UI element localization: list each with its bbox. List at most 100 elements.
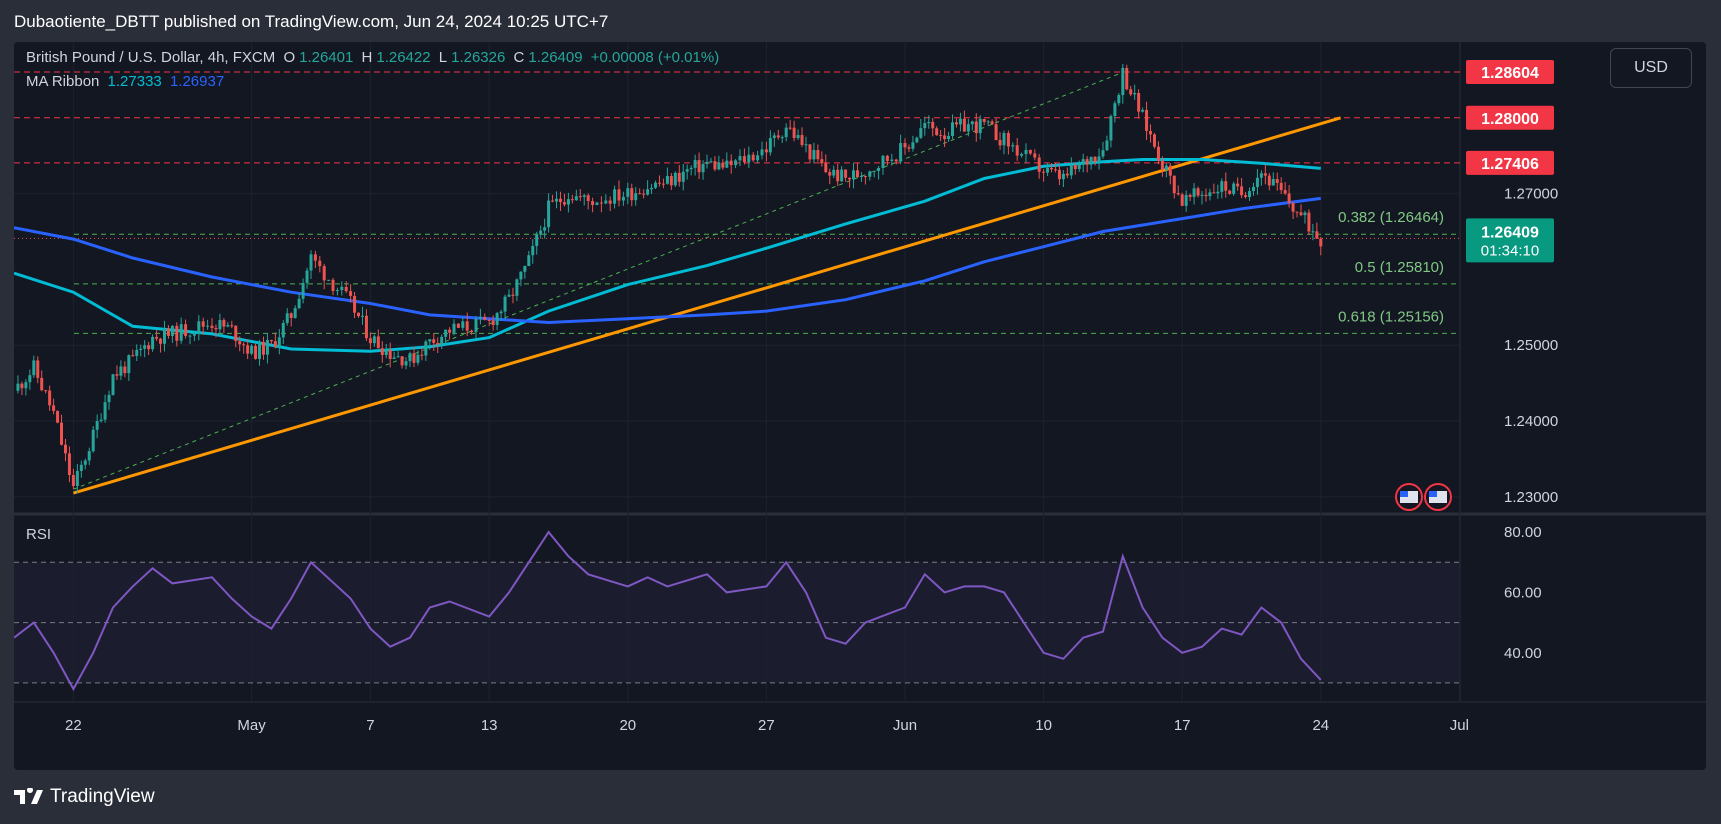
candle: [907, 144, 911, 153]
candle: [491, 315, 495, 331]
candle-body: [881, 155, 885, 168]
candle: [677, 164, 681, 187]
price-tick-label: 1.24000: [1504, 413, 1558, 430]
candle: [340, 281, 344, 296]
current-price-tag: [1466, 218, 1554, 263]
candle-body: [1141, 109, 1145, 112]
candle-body: [44, 390, 48, 392]
candle-body: [1020, 153, 1024, 156]
fib-level-label: 0.5 (1.25810): [1355, 259, 1444, 276]
candle: [523, 265, 527, 279]
candle-body: [885, 155, 889, 161]
candle-body: [1228, 190, 1232, 194]
candle-body: [357, 312, 361, 317]
candle: [416, 350, 420, 366]
candle: [456, 323, 460, 329]
candle: [1204, 188, 1208, 202]
candle-body: [335, 290, 339, 292]
candle: [994, 118, 998, 141]
candle-body: [1057, 169, 1061, 180]
time-tick-label: 7: [366, 717, 374, 734]
ma-ribbon-value-slow: 1.26937: [169, 73, 225, 90]
candle: [28, 369, 32, 390]
candle-body: [155, 336, 159, 339]
candle: [990, 119, 994, 126]
candle: [250, 344, 254, 356]
candle-body: [919, 128, 923, 138]
candle: [721, 159, 725, 170]
candle-body: [1164, 165, 1168, 171]
candle: [222, 318, 226, 334]
price-chart[interactable]: 0.382 (1.26464) 0.5 (1.25810) 0.618 (1.251…: [14, 42, 1706, 770]
candle: [162, 320, 166, 352]
change-value: +0.00008 (+0.01%): [590, 49, 720, 66]
candle-body: [907, 147, 911, 149]
candle-body: [1069, 165, 1073, 176]
candle-body: [760, 149, 764, 156]
candle-body: [1192, 188, 1196, 197]
candle: [582, 193, 586, 206]
candle-body: [578, 196, 582, 198]
candle-body: [218, 320, 222, 330]
candle-body: [499, 311, 503, 314]
tradingview-footer[interactable]: TradingView: [14, 786, 155, 808]
candle: [812, 142, 816, 164]
candle: [495, 311, 499, 331]
candle-body: [327, 279, 331, 281]
candle: [617, 180, 621, 207]
candle-body: [1303, 212, 1307, 216]
candle: [543, 218, 547, 239]
time-tick-label: 17: [1174, 717, 1191, 734]
candle: [903, 138, 907, 155]
candle: [1275, 172, 1279, 191]
candle: [448, 327, 452, 340]
rsi-tick-label: 40.00: [1504, 645, 1542, 662]
candle-body: [931, 122, 935, 129]
candle-body: [709, 161, 713, 163]
us-flag-canton: [1429, 491, 1437, 497]
candle: [400, 356, 404, 369]
candle-body: [400, 356, 404, 366]
candle-body: [16, 383, 20, 391]
candle: [159, 337, 163, 353]
candle-body: [166, 328, 170, 336]
event-flags[interactable]: [1395, 483, 1452, 511]
candle: [626, 182, 630, 205]
candle-body: [681, 171, 685, 182]
candle-body: [143, 345, 147, 349]
candle: [788, 119, 792, 130]
tradingview-logo-icon: [14, 788, 43, 804]
candle: [608, 196, 612, 212]
publisher-line: Dubaotiente_DBTT published on TradingVie…: [14, 12, 609, 31]
currency-button[interactable]: USD: [1610, 48, 1692, 88]
candle-body: [322, 266, 326, 281]
candle: [56, 410, 60, 424]
candle-body: [654, 182, 658, 188]
candle-body: [630, 188, 634, 201]
candle-body: [210, 325, 214, 328]
candle: [1037, 153, 1041, 179]
candle-body: [246, 345, 250, 354]
candle: [756, 150, 760, 164]
brand-name: TradingView: [50, 786, 155, 807]
candle-body: [293, 308, 297, 318]
candle: [951, 114, 955, 139]
candle-body: [693, 160, 697, 168]
candle-body: [175, 325, 179, 341]
rsi-legend[interactable]: RSI: [26, 526, 52, 543]
candle: [558, 191, 562, 212]
candle: [881, 154, 885, 175]
candle: [424, 339, 428, 361]
candle: [844, 169, 848, 182]
ma-ribbon-legend[interactable]: MA Ribbon 1.27333 1.26937: [26, 73, 228, 90]
candle-body: [792, 127, 796, 139]
candle: [1192, 183, 1196, 205]
candle-body: [503, 296, 507, 312]
candle: [115, 365, 119, 381]
candle-body: [71, 474, 75, 487]
candle: [1081, 153, 1085, 173]
candle: [1129, 85, 1133, 97]
price-tick-label: 1.25000: [1504, 337, 1558, 354]
candle-body: [1129, 89, 1133, 95]
